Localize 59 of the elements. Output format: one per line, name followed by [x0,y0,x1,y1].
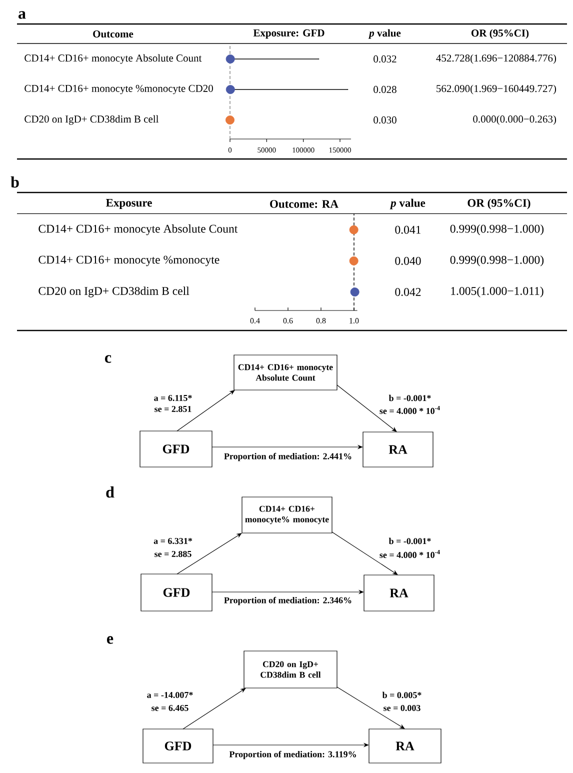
x-tick-label: 0.6 [283,318,293,324]
chart-title: Outcome: RA [270,200,338,208]
category-label: RA [396,742,414,750]
category-label: CD14+ CD16+ monocyte Absolute Count [238,364,333,381]
text: p value [368,29,401,39]
data-label: 0.999(0.998−1.000) [450,224,544,236]
data-label: 562.090(1.969−160449.727) [436,84,556,94]
category-label: CD20 on IgD+ CD38dim B cell [260,661,321,678]
y-tick-label: CD20 on IgD+ CD38dim B cell [24,115,159,125]
category-label: RA [390,588,408,598]
data-label: 452.728(1.696−120884.776) [436,54,556,64]
text: a = -14.007* [147,692,193,698]
y-axis-title: Outcome [93,30,134,38]
y-tick-label: CD14+ CD16+ monocyte %monocyte [38,256,220,266]
category-label: RA [388,445,408,454]
x-tick-label: 1.0 [350,318,359,324]
text: a = 6.115* [154,394,192,402]
text: se = 4.000 * 10$^{-4}$ [380,406,440,414]
text: OR (95%CI) [468,198,530,210]
x-tick-label: 0.8 [316,318,326,324]
y-tick-label: CD14+ CD16+ monocyte Absolute Count [38,224,238,236]
text: 0.042 [395,288,421,296]
y-tick-label: CD20 on IgD+ CD38dim B cell [38,286,190,298]
text: d [106,486,114,498]
text: Proportion of mediation: 2.441% [224,452,352,462]
text: b = -0.001* [388,394,431,402]
text: b = 0.005* [382,692,422,698]
text: p value [390,198,426,210]
text: 0.040 [395,256,421,265]
text: 0.030 [374,116,396,124]
text: 0.041 [395,226,421,234]
y-axis-title: Exposure [106,199,152,209]
y-tick-label: CD14+ CD16+ monocyte %monocyte CD20 [24,84,213,94]
category-label: CD14+ CD16+ monocyte% monocyte [245,506,329,524]
category-label: GFD [164,742,192,750]
data-label: 0.999(0.998−1.000) [450,256,544,266]
text: se = 2.885 [154,550,192,558]
text: b [10,176,19,188]
text: c [105,355,112,363]
y-tick-label: CD14+ CD16+ monocyte Absolute Count [24,54,202,64]
text: se = 6.465 [152,704,188,712]
text: Proportion of mediation: 3.119% [229,750,356,760]
text: a [18,11,26,19]
text: se = 0.003 [384,704,420,712]
text: b = -0.001* [388,538,431,544]
text: OR (95%CI) [472,29,529,39]
data-label: 1.005(1.000−1.011) [451,286,544,298]
x-tick-label: 0.4 [250,318,260,324]
text: e [107,636,114,644]
text: 0.032 [374,55,396,63]
category-label: GFD [163,588,190,597]
category-label: GFD [162,444,190,454]
text: se = 2.851 [154,406,192,412]
chart-title: Exposure: GFD [253,29,324,39]
text: 0.028 [374,86,396,94]
data-label: 0.000(0.000−0.263) [473,115,556,125]
text: a = 6.331* [154,538,192,544]
text: se = 4.000 * 10$^{-4}$ [380,550,440,558]
text: Proportion of mediation: 2.346% [224,596,352,606]
